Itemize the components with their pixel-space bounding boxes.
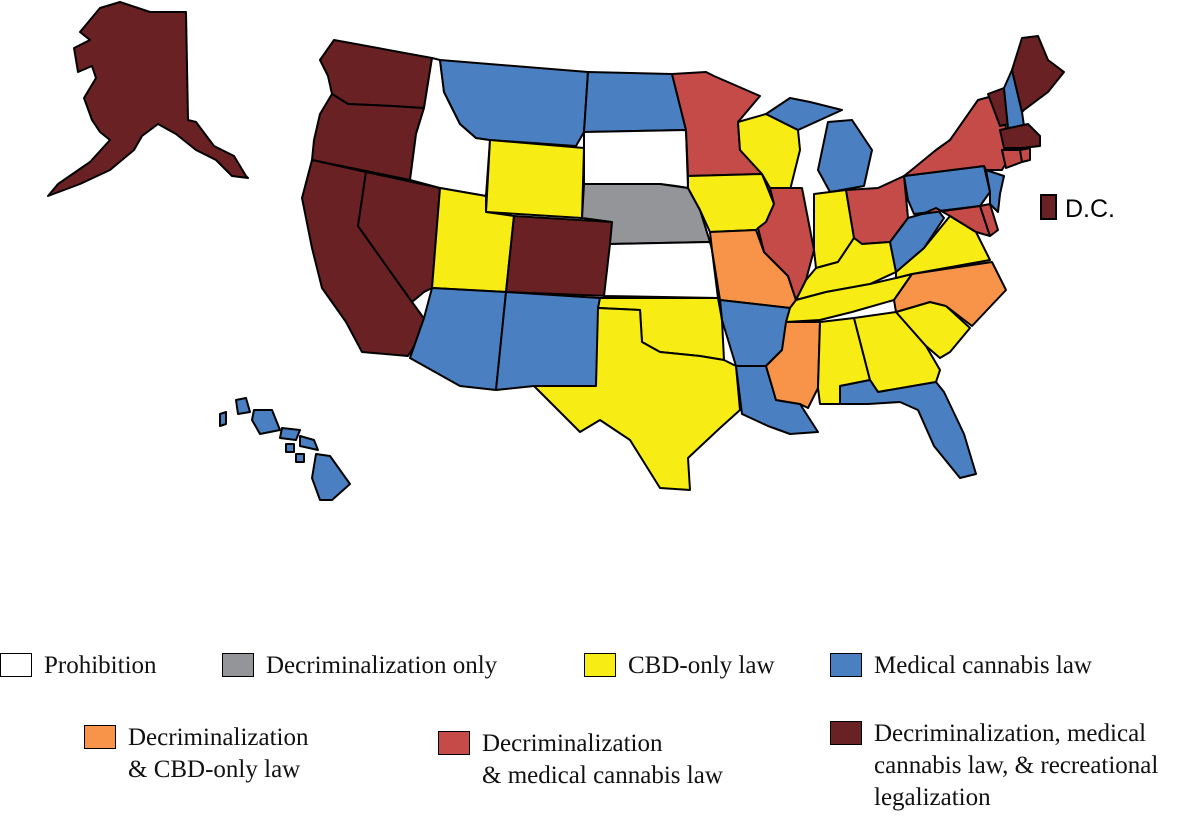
state-IL — [757, 187, 815, 301]
state-TX — [533, 307, 741, 491]
state-KS — [603, 241, 719, 299]
legend-label-decrim-medical: Decriminalization & medical cannabis law — [482, 728, 723, 792]
legend-label-line: cannabis law, & recreational — [874, 752, 1159, 779]
state-RI — [1019, 147, 1031, 163]
state-WY — [485, 139, 585, 219]
legend-label-full: Decriminalization, medical cannabis law,… — [874, 718, 1158, 814]
state-CT — [1001, 149, 1023, 169]
state-DE — [979, 203, 999, 237]
state-ME — [1011, 35, 1065, 113]
state-NH — [1003, 69, 1025, 129]
legend-item-decrim-medical: Decriminalization & medical cannabis law — [438, 728, 723, 792]
legend-label-line: Decriminalization — [482, 730, 663, 757]
legend-label-decrim-cbd: Decriminalization & CBD-only law — [128, 722, 308, 786]
legend-label-line: Decriminalization — [128, 724, 309, 751]
dc-swatch — [1040, 194, 1057, 220]
legend-label-prohibition: Prohibition — [44, 650, 157, 682]
state-AZ — [409, 287, 507, 391]
legend-label-line: & CBD-only law — [128, 756, 301, 783]
legend-label-line: Decriminalization, medical — [874, 720, 1147, 747]
legend-swatch-decrim-cbd — [84, 725, 116, 749]
state-MA — [999, 123, 1041, 149]
state-FL — [839, 379, 977, 479]
state-NM — [495, 291, 601, 391]
state-AK — [47, 1, 249, 197]
legend-label-decrim-only: Decriminalization only — [266, 650, 497, 682]
legend-item-medical: Medical cannabis law — [830, 650, 1092, 682]
legend-label-line: Decriminalization only — [266, 652, 498, 679]
state-SD — [583, 129, 689, 189]
state-HI — [219, 397, 351, 501]
legend-label-line: & medical cannabis law — [482, 762, 723, 789]
us-map — [47, 1, 1065, 501]
state-CO — [505, 215, 613, 297]
legend-item-full: Decriminalization, medical cannabis law,… — [830, 718, 1158, 814]
legend-label-line: legalization — [874, 784, 991, 811]
state-MS — [765, 321, 821, 409]
state-MI — [765, 97, 873, 193]
legend-item-decrim-cbd: Decriminalization & CBD-only law — [84, 722, 308, 786]
dc-label: D.C. — [1065, 195, 1115, 223]
legend-item-prohibition: Prohibition — [0, 650, 157, 682]
state-ND — [583, 71, 687, 133]
legend-label-line: Medical cannabis law — [874, 652, 1092, 679]
us-map-svg — [47, 1, 1065, 501]
legend-swatch-cbd-only — [584, 653, 616, 677]
legend-item-decrim-only: Decriminalization only — [222, 650, 497, 682]
state-NJ — [985, 169, 1005, 213]
legend-label-line: CBD-only law — [628, 652, 775, 679]
legend-swatch-full — [830, 721, 862, 745]
legend-item-cbd-only: CBD-only law — [584, 650, 775, 682]
legend-swatch-medical — [830, 653, 862, 677]
states-layer — [47, 1, 1065, 501]
legend-swatch-decrim-medical — [438, 731, 470, 755]
legend-swatch-prohibition — [0, 653, 32, 677]
state-WV — [889, 207, 945, 273]
legend-label-cbd-only: CBD-only law — [628, 650, 775, 682]
legend-label-line: Prohibition — [44, 652, 157, 679]
state-NC — [893, 261, 1007, 327]
legend-swatch-decrim-only — [222, 653, 254, 677]
legend-label-medical: Medical cannabis law — [874, 650, 1092, 682]
